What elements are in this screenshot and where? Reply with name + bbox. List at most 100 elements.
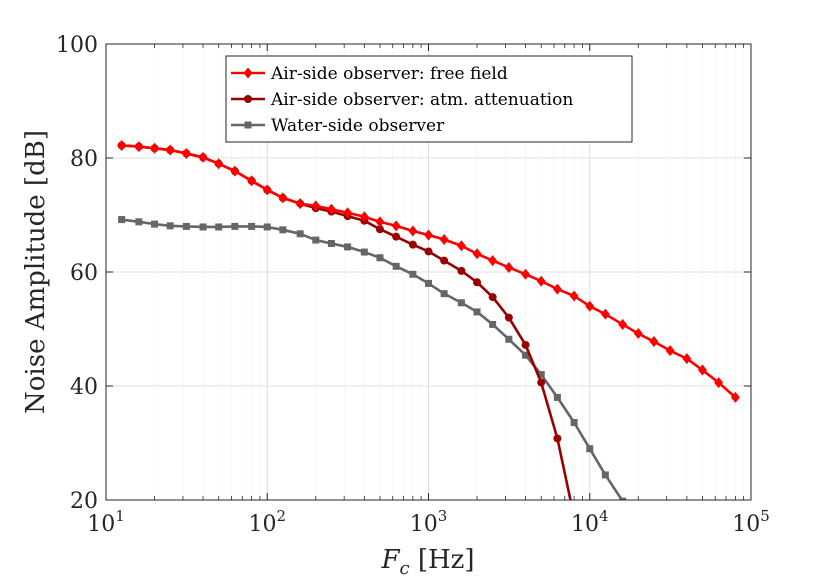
legend-box xyxy=(225,55,633,143)
data-point xyxy=(730,391,740,403)
data-point xyxy=(619,497,627,500)
x-axis-label-sub: c xyxy=(400,558,410,579)
data-point xyxy=(521,268,531,280)
data-point xyxy=(165,144,175,156)
legend-entry: Air-side observer: atm. attenuation xyxy=(231,90,573,110)
data-point xyxy=(391,220,401,232)
data-point xyxy=(166,222,174,230)
data-point xyxy=(311,200,321,212)
data-point xyxy=(505,335,513,343)
data-point xyxy=(488,255,498,267)
legend-label: Water-side observer xyxy=(271,116,445,136)
legend-swatch-marker xyxy=(244,121,252,129)
data-point xyxy=(488,293,497,302)
data-point xyxy=(198,151,208,163)
data-point xyxy=(472,248,482,260)
legend-swatch-marker xyxy=(244,95,252,103)
data-point xyxy=(248,222,256,230)
legend-entry: Water-side observer xyxy=(231,116,445,136)
data-point xyxy=(247,175,257,187)
legend: Air-side observer: free field Air-side ob… xyxy=(225,55,633,143)
data-point xyxy=(326,203,336,215)
data-point xyxy=(359,211,369,223)
data-point xyxy=(585,300,595,312)
data-point xyxy=(214,158,224,170)
x-tick-label: 101 xyxy=(87,507,125,537)
ticks-layer xyxy=(105,43,752,501)
legend-label: Air-side observer: free field xyxy=(270,64,508,84)
x-tick-base: 10 xyxy=(248,512,276,537)
data-point xyxy=(697,364,707,376)
data-point xyxy=(553,434,562,443)
data-point xyxy=(134,141,144,153)
data-point xyxy=(295,198,305,210)
data-point xyxy=(440,290,448,298)
y-tick-label: 100 xyxy=(56,33,98,58)
x-tick-base: 10 xyxy=(410,512,438,537)
data-point xyxy=(504,261,514,273)
data-point xyxy=(327,240,335,247)
data-point xyxy=(343,207,353,219)
data-point xyxy=(439,234,449,246)
data-point xyxy=(424,229,433,241)
series-layer xyxy=(117,139,740,500)
data-point xyxy=(600,308,610,320)
data-point xyxy=(199,223,207,231)
data-point xyxy=(522,351,530,359)
x-tick-label: 104 xyxy=(571,507,609,537)
y-tick-label: 60 xyxy=(70,261,98,286)
legend-label: Air-side observer: atm. attenuation xyxy=(270,90,573,110)
data-point xyxy=(360,248,368,256)
y-tick-label: 20 xyxy=(70,489,98,514)
data-point xyxy=(552,283,562,295)
data-point xyxy=(279,226,287,234)
data-point xyxy=(296,230,304,238)
data-point xyxy=(151,220,159,228)
data-point xyxy=(618,318,628,330)
data-point xyxy=(117,139,127,151)
data-point xyxy=(392,232,401,241)
data-point xyxy=(586,445,594,453)
data-point xyxy=(521,340,530,349)
data-point xyxy=(409,270,417,278)
data-point xyxy=(537,371,545,379)
x-tick-base: 10 xyxy=(571,512,599,537)
data-point xyxy=(408,225,418,237)
y-tick-labels: 20 40 60 80 100 xyxy=(56,33,98,514)
data-point xyxy=(537,378,546,387)
series-diamond xyxy=(117,139,740,403)
legend-entries: Air-side observer: free field Air-side ob… xyxy=(231,64,573,136)
data-point xyxy=(649,336,659,348)
data-point xyxy=(392,262,400,270)
data-point xyxy=(262,184,272,196)
y-tick-label: 40 xyxy=(70,375,98,400)
legend-swatch-marker xyxy=(243,67,253,79)
data-point xyxy=(150,142,160,154)
x-tick-labels: 101 102 103 104 105 xyxy=(87,507,770,537)
x-tick-base: 10 xyxy=(87,512,115,537)
data-point xyxy=(633,328,643,340)
data-point xyxy=(457,299,465,307)
data-point xyxy=(489,320,497,328)
data-point xyxy=(714,377,724,389)
data-point xyxy=(263,223,271,231)
data-point xyxy=(408,240,417,249)
x-tick-exponent: 3 xyxy=(438,507,448,525)
data-point xyxy=(375,216,385,228)
data-point xyxy=(569,290,579,302)
x-tick-label: 105 xyxy=(732,507,770,537)
data-point xyxy=(473,308,481,316)
data-point xyxy=(278,192,288,204)
data-point xyxy=(570,418,578,426)
x-axis-label: Fc [Hz] xyxy=(380,545,474,579)
x-axis-label-main: F xyxy=(380,545,400,575)
data-point xyxy=(456,240,466,252)
data-point xyxy=(182,222,190,230)
data-point xyxy=(682,353,692,365)
data-point xyxy=(425,279,432,287)
data-point xyxy=(135,218,143,226)
y-axis-label: Noise Amplitude [dB] xyxy=(21,130,51,414)
legend-entry: Air-side observer: free field xyxy=(231,64,508,84)
x-tick-exponent: 5 xyxy=(760,507,770,525)
